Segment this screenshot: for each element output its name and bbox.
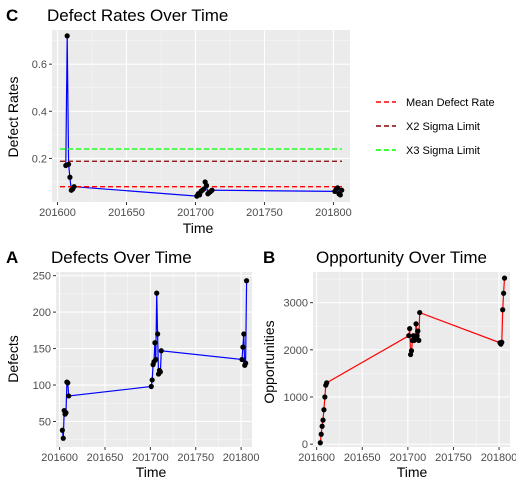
data-point — [406, 333, 412, 339]
data-point — [148, 383, 154, 390]
data-point — [320, 417, 326, 423]
y-tick-label: 250 — [33, 271, 51, 283]
y-axis-title-defect-rates: Defect Rates — [5, 77, 21, 158]
x-tick-label: 201650 — [87, 452, 124, 464]
chart-title-opportunity: Opportunity Over Time — [316, 248, 487, 267]
y-tick-label: 50 — [39, 416, 51, 428]
x-tick-label: 201650 — [108, 207, 145, 219]
y-tick-label: 1000 — [284, 392, 308, 404]
data-point — [417, 309, 423, 316]
defect-rates-chart: C Defect Rates Over Time Time Defect Rat… — [5, 6, 228, 236]
data-point — [407, 326, 413, 332]
legend-label-x2-sigma-limit: X2 Sigma Limit — [406, 121, 480, 133]
data-point — [239, 356, 245, 363]
data-point — [157, 369, 163, 375]
x-axis-title-opportunity: Time — [397, 464, 428, 480]
x-tick-label: 201600 — [41, 452, 78, 464]
y-tick-label: 100 — [33, 380, 51, 392]
data-point — [322, 394, 328, 400]
y-tick-label: 2000 — [284, 345, 308, 357]
data-point — [408, 348, 415, 354]
x-tick-label: 201800 — [481, 452, 516, 464]
chart-title-defects: Defects Over Time — [51, 248, 192, 267]
data-point — [339, 187, 345, 193]
data-point — [203, 182, 210, 189]
y-tick-label: 0.6 — [32, 59, 47, 71]
data-point — [324, 380, 330, 386]
panel-label-c: C — [6, 6, 18, 25]
y-tick-label: 0 — [302, 439, 308, 451]
data-point — [500, 307, 506, 313]
panel-label-a: A — [6, 248, 18, 267]
y-axis-title-opportunity: Opportunities — [261, 320, 277, 403]
data-point — [152, 340, 158, 346]
data-point — [501, 275, 508, 281]
plot-area-a: 201600 201650 201700 201750 201800 50 100 150 20… — [33, 271, 260, 464]
legend-defect-rates: Mean Defect Rate X2 Sigma Limit X3 Sigma… — [372, 88, 502, 163]
y-tick-label: 0.2 — [32, 153, 47, 165]
x-tick-label: 201600 — [39, 207, 76, 219]
panel-label-b: B — [263, 248, 275, 267]
panel-background-b — [313, 272, 510, 447]
x-tick-label: 201650 — [344, 452, 381, 464]
opportunity-chart: B Opportunity Over Time Time Opportuniti… — [261, 248, 487, 480]
y-tick-label: 3000 — [284, 298, 308, 310]
data-point — [241, 331, 247, 337]
data-point — [499, 339, 505, 345]
data-point — [413, 321, 419, 327]
data-point — [149, 377, 155, 383]
data-point — [65, 380, 71, 386]
data-point — [65, 161, 72, 167]
x-tick-label: 201600 — [298, 452, 335, 464]
x-tick-label: 201700 — [177, 207, 214, 219]
legend-label-x3-sigma-limit: X3 Sigma Limit — [406, 145, 480, 157]
data-point — [201, 186, 207, 192]
data-point — [155, 331, 161, 337]
data-point — [415, 328, 421, 334]
data-point — [318, 431, 324, 437]
data-point — [66, 393, 72, 399]
defects-chart: A Defects Over Time Time Defects — [5, 248, 192, 480]
data-point — [337, 192, 343, 198]
plot-area-b: 201600 201650 201700 201750 201800 0 1000 2000 3… — [284, 272, 516, 464]
x-tick-label: 201800 — [315, 207, 352, 219]
panel-background-c — [52, 30, 350, 202]
x-tick-label: 201800 — [223, 452, 260, 464]
data-point — [243, 278, 250, 284]
data-point — [209, 187, 215, 193]
x-tick-label: 201700 — [132, 452, 169, 464]
data-point — [416, 337, 422, 343]
data-point — [317, 440, 323, 446]
chart-title-defect-rates: Defect Rates Over Time — [47, 6, 228, 25]
data-point — [59, 427, 65, 433]
x-tick-label: 201750 — [177, 452, 214, 464]
data-point — [154, 290, 160, 296]
data-point — [158, 348, 164, 354]
x-tick-label: 201700 — [389, 452, 426, 464]
data-point — [240, 344, 246, 350]
y-tick-label: 200 — [33, 307, 51, 319]
data-point — [319, 423, 325, 429]
data-point — [243, 360, 249, 366]
data-point — [414, 333, 420, 339]
data-point — [71, 184, 77, 190]
plot-area-c: 201600 201650 201700 201750 201800 0.2 0.4 0.6 — [32, 30, 352, 219]
y-tick-label: 150 — [33, 344, 51, 356]
data-point — [60, 435, 66, 441]
x-axis-title-defects: Time — [136, 464, 167, 480]
x-tick-label: 201750 — [435, 452, 472, 464]
data-point — [63, 410, 69, 416]
data-point — [153, 356, 159, 363]
y-axis-title-defects: Defects — [5, 335, 21, 382]
x-axis-title-defect-rates: Time — [183, 220, 214, 236]
y-tick-label: 0.4 — [32, 106, 47, 118]
x-tick-label: 201750 — [246, 207, 283, 219]
data-point — [67, 174, 73, 180]
data-point — [321, 407, 327, 413]
legend-label-mean-defect-rate: Mean Defect Rate — [406, 97, 495, 109]
data-point — [501, 290, 507, 296]
data-point — [64, 33, 70, 39]
data-point — [334, 185, 341, 191]
